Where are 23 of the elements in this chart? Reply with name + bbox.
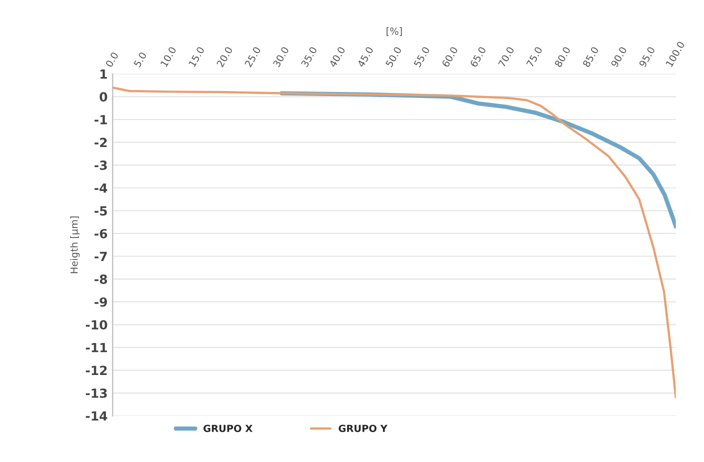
y-tick-label: -4: [94, 184, 108, 193]
y-tick-label: 1: [100, 70, 107, 79]
y-tick-label: -3: [94, 160, 107, 170]
line-series: [112, 86, 676, 399]
y-tick-label: -12: [86, 366, 107, 375]
y-tick-label: -1: [94, 115, 107, 124]
y-tick-label: -11: [86, 343, 107, 352]
y-tick-label: -9: [94, 297, 107, 307]
x-axis-title: [%]: [386, 27, 402, 36]
y-axis-title: Heigth [µm]: [70, 216, 80, 274]
x-tick-label: 0.0: [105, 52, 119, 68]
y-tick-label: -14: [86, 411, 108, 421]
y-tick-label: -6: [94, 228, 108, 238]
y-tick-label: -5: [94, 206, 107, 216]
legend-label: GRUPO Y: [338, 424, 388, 432]
y-tick-label: -8: [94, 274, 108, 284]
y-tick-label: -7: [94, 252, 107, 262]
y-tick-label: -13: [86, 388, 107, 398]
y-tick-label: -10: [86, 320, 108, 330]
y-tick-label: -2: [94, 138, 107, 148]
x-tick-label: 5.0: [133, 52, 147, 68]
y-tick-label: 0: [100, 92, 108, 102]
legend-label: GRUPO X: [204, 424, 252, 432]
